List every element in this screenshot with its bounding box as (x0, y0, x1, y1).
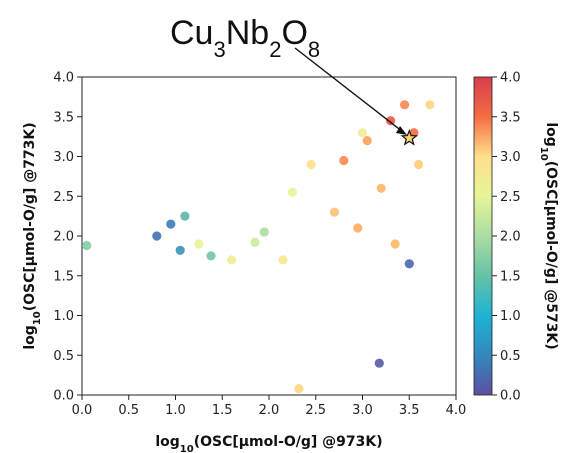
data-point-circle (227, 255, 236, 264)
data-point-circle (250, 238, 259, 247)
colorbar-ticks: 0.0 0.5 1.0 1.5 2.0 2.5 3.0 3.5 4.0 (492, 71, 521, 404)
annotation-label: Cu3Nb2O8 (170, 14, 320, 62)
x-tick-label: 1.0 (165, 403, 186, 418)
y-tick-label: 3.5 (53, 110, 74, 125)
data-point-circle (377, 184, 386, 193)
data-point-circle (307, 160, 316, 169)
x-tick-label: 2.0 (259, 403, 280, 418)
y-tick-label: 3.0 (53, 150, 74, 165)
colorbar-tick-label: 1.5 (500, 269, 521, 284)
data-point-circle (363, 136, 372, 145)
y-tick-label: 4.0 (53, 71, 74, 86)
colorbar-tick-label: 1.0 (500, 309, 521, 324)
colorbar-tick-label: 2.5 (500, 190, 521, 205)
data-point-circle (414, 160, 423, 169)
x-tick-label: 1.5 (212, 403, 233, 418)
y-tick-label: 2.0 (53, 230, 74, 245)
x-axis-label: log10(OSC[μmol-O/g] @973K) (155, 434, 382, 453)
x-tick-label: 2.5 (305, 403, 326, 418)
annotation-arrow (295, 48, 403, 132)
x-tick-label: 3.5 (399, 403, 420, 418)
data-point-circle (339, 156, 348, 165)
y-axis-label: log10(OSC[μmol-O/g] @773K) (22, 122, 43, 349)
x-tick-label: 3.0 (352, 403, 373, 418)
data-point-circle (330, 208, 339, 217)
colorbar-tick-label: 3.0 (500, 150, 521, 165)
data-point-circle (405, 259, 414, 268)
data-point-circle (353, 223, 362, 232)
data-point-circle (278, 255, 287, 264)
data-point-circle (206, 251, 215, 260)
data-point-circle (176, 246, 185, 255)
data-point-circle (166, 220, 175, 229)
y-tick-label: 0.0 (53, 389, 74, 404)
colorbar (474, 77, 492, 395)
data-point-circle (194, 239, 203, 248)
data-point-circle (391, 239, 400, 248)
x-tick-label: 0.5 (118, 403, 139, 418)
colorbar-tick-label: 0.5 (500, 349, 521, 364)
data-point-circle (375, 359, 384, 368)
data-point-circle (82, 241, 91, 250)
colorbar-tick-label: 0.0 (500, 389, 521, 404)
data-point-circle (425, 100, 434, 109)
colorbar-tick-label: 2.0 (500, 230, 521, 245)
y-tick-label: 1.5 (53, 269, 74, 284)
colorbar-tick-label: 4.0 (500, 71, 521, 86)
y-tick-label: 0.5 (53, 349, 74, 364)
y-axis: 0.0 0.5 1.0 1.5 2.0 2.5 3.0 3.5 4.0 (53, 71, 82, 404)
data-point-circle (260, 227, 269, 236)
colorbar-label: log10(OSC[μmol-O/g] @573K) (539, 122, 560, 349)
x-tick-label: 4.0 (446, 403, 467, 418)
data-point-circle (358, 128, 367, 137)
data-point-circle (180, 212, 189, 221)
colorbar-tick-label: 3.5 (500, 110, 521, 125)
data-point-circle (152, 231, 161, 240)
x-axis: 0.0 0.5 1.0 1.5 2.0 2.5 3.0 3.5 4.0 (72, 395, 467, 418)
data-points (82, 100, 434, 393)
plot-frame (82, 77, 456, 395)
y-tick-label: 1.0 (53, 309, 74, 324)
data-point-circle (288, 188, 297, 197)
data-point-circle (400, 100, 409, 109)
data-point-circle (294, 384, 303, 393)
x-tick-label: 0.0 (72, 403, 93, 418)
colorbar-gradient (474, 77, 492, 395)
y-tick-label: 2.5 (53, 190, 74, 205)
